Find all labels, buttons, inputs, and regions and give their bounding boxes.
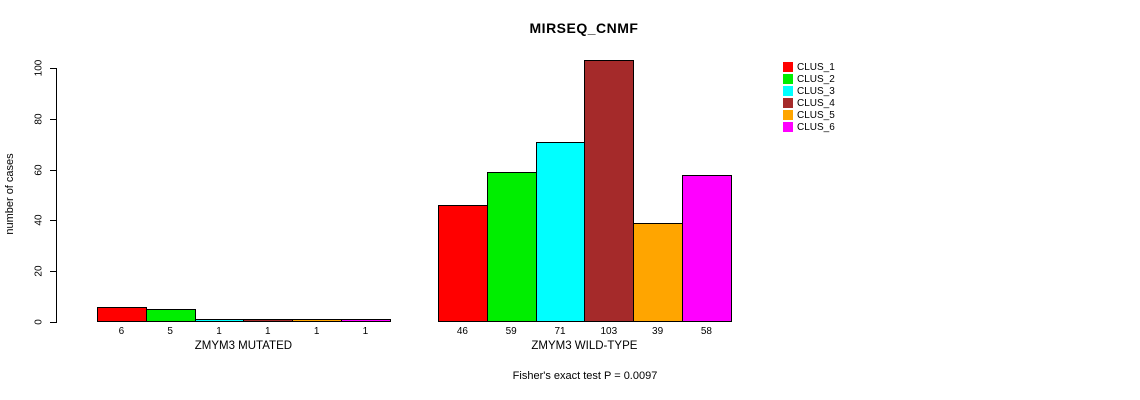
y-tick-label: 0	[33, 319, 45, 325]
bar-value-label: 39	[652, 326, 664, 337]
bar-clus_1	[438, 205, 488, 322]
legend-label: CLUS_1	[797, 61, 835, 73]
legend-row: CLUS_1	[783, 61, 835, 73]
legend-row: CLUS_2	[783, 73, 835, 85]
y-axis-tick	[50, 220, 56, 221]
legend-color-swatch	[783, 98, 793, 108]
chart-title: MIRSEQ_CNMF	[529, 20, 639, 36]
bar-clus_1	[97, 307, 147, 322]
legend-label: CLUS_2	[797, 73, 835, 85]
bar-value-label: 71	[554, 326, 566, 337]
legend-color-swatch	[783, 86, 793, 96]
bar-value-label: 1	[362, 326, 369, 337]
y-tick-label: 40	[33, 214, 45, 226]
y-axis-tick	[50, 271, 56, 272]
bar-clus_6	[682, 175, 732, 322]
bar-clus_2	[487, 172, 537, 322]
y-axis-tick	[50, 322, 56, 323]
bar-clus_6	[341, 319, 391, 322]
bar-value-label: 6	[118, 326, 125, 337]
bar-value-label: 1	[216, 326, 222, 337]
legend-label: CLUS_4	[797, 97, 835, 109]
bar-clus_4	[243, 319, 293, 322]
legend-label: CLUS_3	[797, 85, 835, 97]
bar-clus_3	[536, 142, 585, 322]
bar-value-label: 58	[700, 326, 712, 337]
y-tick-label: 100	[33, 59, 45, 77]
y-axis-tick	[50, 170, 56, 171]
y-tick-label: 20	[33, 265, 45, 277]
bar-clus_5	[292, 319, 342, 322]
y-axis-tick	[50, 119, 56, 120]
x-group-label: ZMYM3 MUTATED	[194, 340, 293, 352]
bar-clus_4	[584, 60, 634, 322]
bar-value-label: 46	[456, 326, 468, 337]
bar-clus_2	[146, 309, 196, 322]
bar-value-label: 1	[313, 326, 320, 337]
legend-color-swatch	[783, 62, 793, 72]
fisher-test-annotation: Fisher's exact test P = 0.0097	[512, 370, 658, 382]
legend-row: CLUS_4	[783, 97, 835, 109]
legend-row: CLUS_6	[783, 121, 835, 133]
bar-clus_3	[195, 319, 244, 322]
y-axis-line	[56, 68, 57, 323]
bar-value-label: 59	[505, 326, 517, 337]
y-tick-label: 60	[33, 164, 45, 176]
legend-color-swatch	[783, 74, 793, 84]
legend-row: CLUS_5	[783, 109, 835, 121]
legend-label: CLUS_6	[797, 121, 835, 133]
bar-value-label: 1	[265, 326, 271, 337]
bar-value-label: 103	[600, 326, 618, 337]
legend-color-swatch	[783, 122, 793, 132]
y-axis-label: number of cases	[4, 153, 16, 235]
y-axis-tick	[50, 68, 56, 69]
x-group-label: ZMYM3 WILD-TYPE	[531, 340, 638, 352]
y-tick-label: 80	[33, 113, 45, 125]
legend-color-swatch	[783, 110, 793, 120]
bar-value-label: 5	[167, 326, 173, 337]
legend-label: CLUS_5	[797, 109, 835, 121]
bar-clus_5	[633, 223, 683, 322]
legend-row: CLUS_3	[783, 85, 835, 97]
legend: CLUS_1 CLUS_2 CLUS_3 CLUS_4 CLUS_5 CLUS_6	[783, 61, 835, 133]
